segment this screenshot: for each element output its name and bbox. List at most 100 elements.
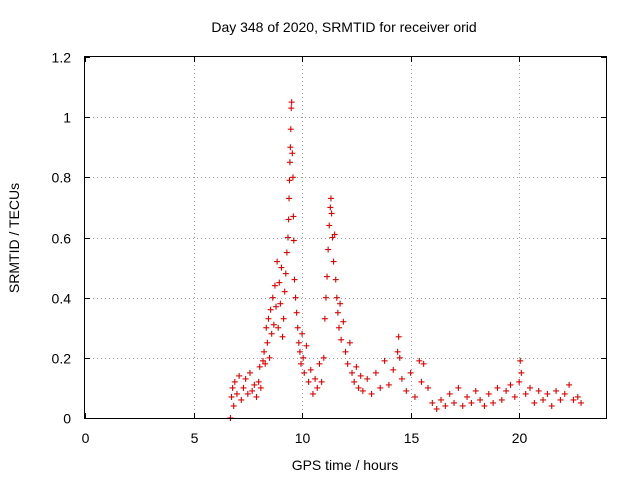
data-point [342,348,349,355]
x-tick-label: 5 [191,430,199,446]
data-point [344,360,351,367]
data-point [372,369,379,376]
data-point [335,324,342,331]
data-point [277,300,284,307]
data-point [321,315,328,322]
data-point [331,231,338,238]
data-point [231,378,238,385]
data-point [332,276,339,283]
y-tick-label: 0.2 [52,351,72,367]
data-point [477,396,484,403]
data-point [290,213,297,220]
data-point [267,306,274,313]
data-point [420,360,427,367]
data-point [561,390,568,397]
data-point [433,405,440,412]
data-point [257,384,264,391]
data-point [464,393,471,400]
data-point [300,354,307,361]
data-point [517,357,524,364]
data-point [279,333,286,340]
y-tick-label: 0.8 [52,170,72,186]
data-point [357,372,364,379]
data-point [286,159,293,166]
data-point [353,363,360,370]
data-point [238,396,245,403]
data-point [265,315,272,322]
data-point [270,321,277,328]
data-point [276,279,283,286]
data-point [424,384,431,391]
data-point [324,273,331,280]
chart-title: Day 348 of 2020, SRMTID for receiver ori… [211,19,476,35]
data-point [429,399,436,406]
data-point [381,357,388,364]
data-point [262,360,269,367]
data-point [394,348,401,355]
data-point [451,399,458,406]
data-point [518,369,525,376]
y-tick-label: 0 [63,411,71,427]
y-tick-label: 0.6 [52,231,72,247]
data-point [287,126,294,133]
ticks-layer: 0 5 10 15 20 0 0.2 0.4 0.6 0.8 1 1.2 [52,50,606,446]
y-tick-label: 0.4 [52,291,72,307]
data-point [507,381,514,388]
data-point [251,381,258,388]
data-point [281,288,288,295]
data-point [455,384,462,391]
data-point [333,294,340,301]
data-point [351,378,358,385]
data-point [309,390,316,397]
data-point [301,369,308,376]
x-axis-title: GPS time / hours [292,457,399,473]
data-point [498,396,505,403]
data-point [490,399,497,406]
data-point [548,402,555,409]
data-point [261,348,268,355]
x-tick-label: 10 [295,430,311,446]
data-point [307,366,314,373]
x-tick-label: 20 [512,430,528,446]
data-point [544,390,551,397]
data-point [390,366,397,373]
data-point [398,375,405,382]
data-point [337,300,344,307]
data-point [266,354,273,361]
data-point [485,390,492,397]
x-tick-label: 15 [404,430,420,446]
data-point [271,282,278,289]
data-point [246,369,253,376]
data-point [468,399,475,406]
data-point [320,354,327,361]
data-point [396,354,403,361]
data-point [228,393,235,400]
data-point [286,195,293,202]
x-tick-label: 0 [82,430,90,446]
data-point [294,324,301,331]
data-point [322,294,329,301]
data-point [290,237,297,244]
data-point [328,210,335,217]
data-point [395,333,402,340]
data-point [349,369,356,376]
data-point [570,396,577,403]
data-point [236,372,243,379]
data-point [269,294,276,301]
data-point [282,270,289,277]
data-point [340,318,347,325]
y-tick-label: 1 [63,110,71,126]
data-point [253,393,260,400]
data-point [403,387,410,394]
data-point [273,303,280,310]
data-point [293,309,300,316]
data-point [557,396,564,403]
data-point [329,234,336,241]
data-point [346,339,353,346]
data-point [535,387,542,394]
plot-frame [84,56,607,419]
data-point [288,105,295,112]
data-point [268,330,275,337]
data-point [368,390,375,397]
data-point [289,174,296,181]
